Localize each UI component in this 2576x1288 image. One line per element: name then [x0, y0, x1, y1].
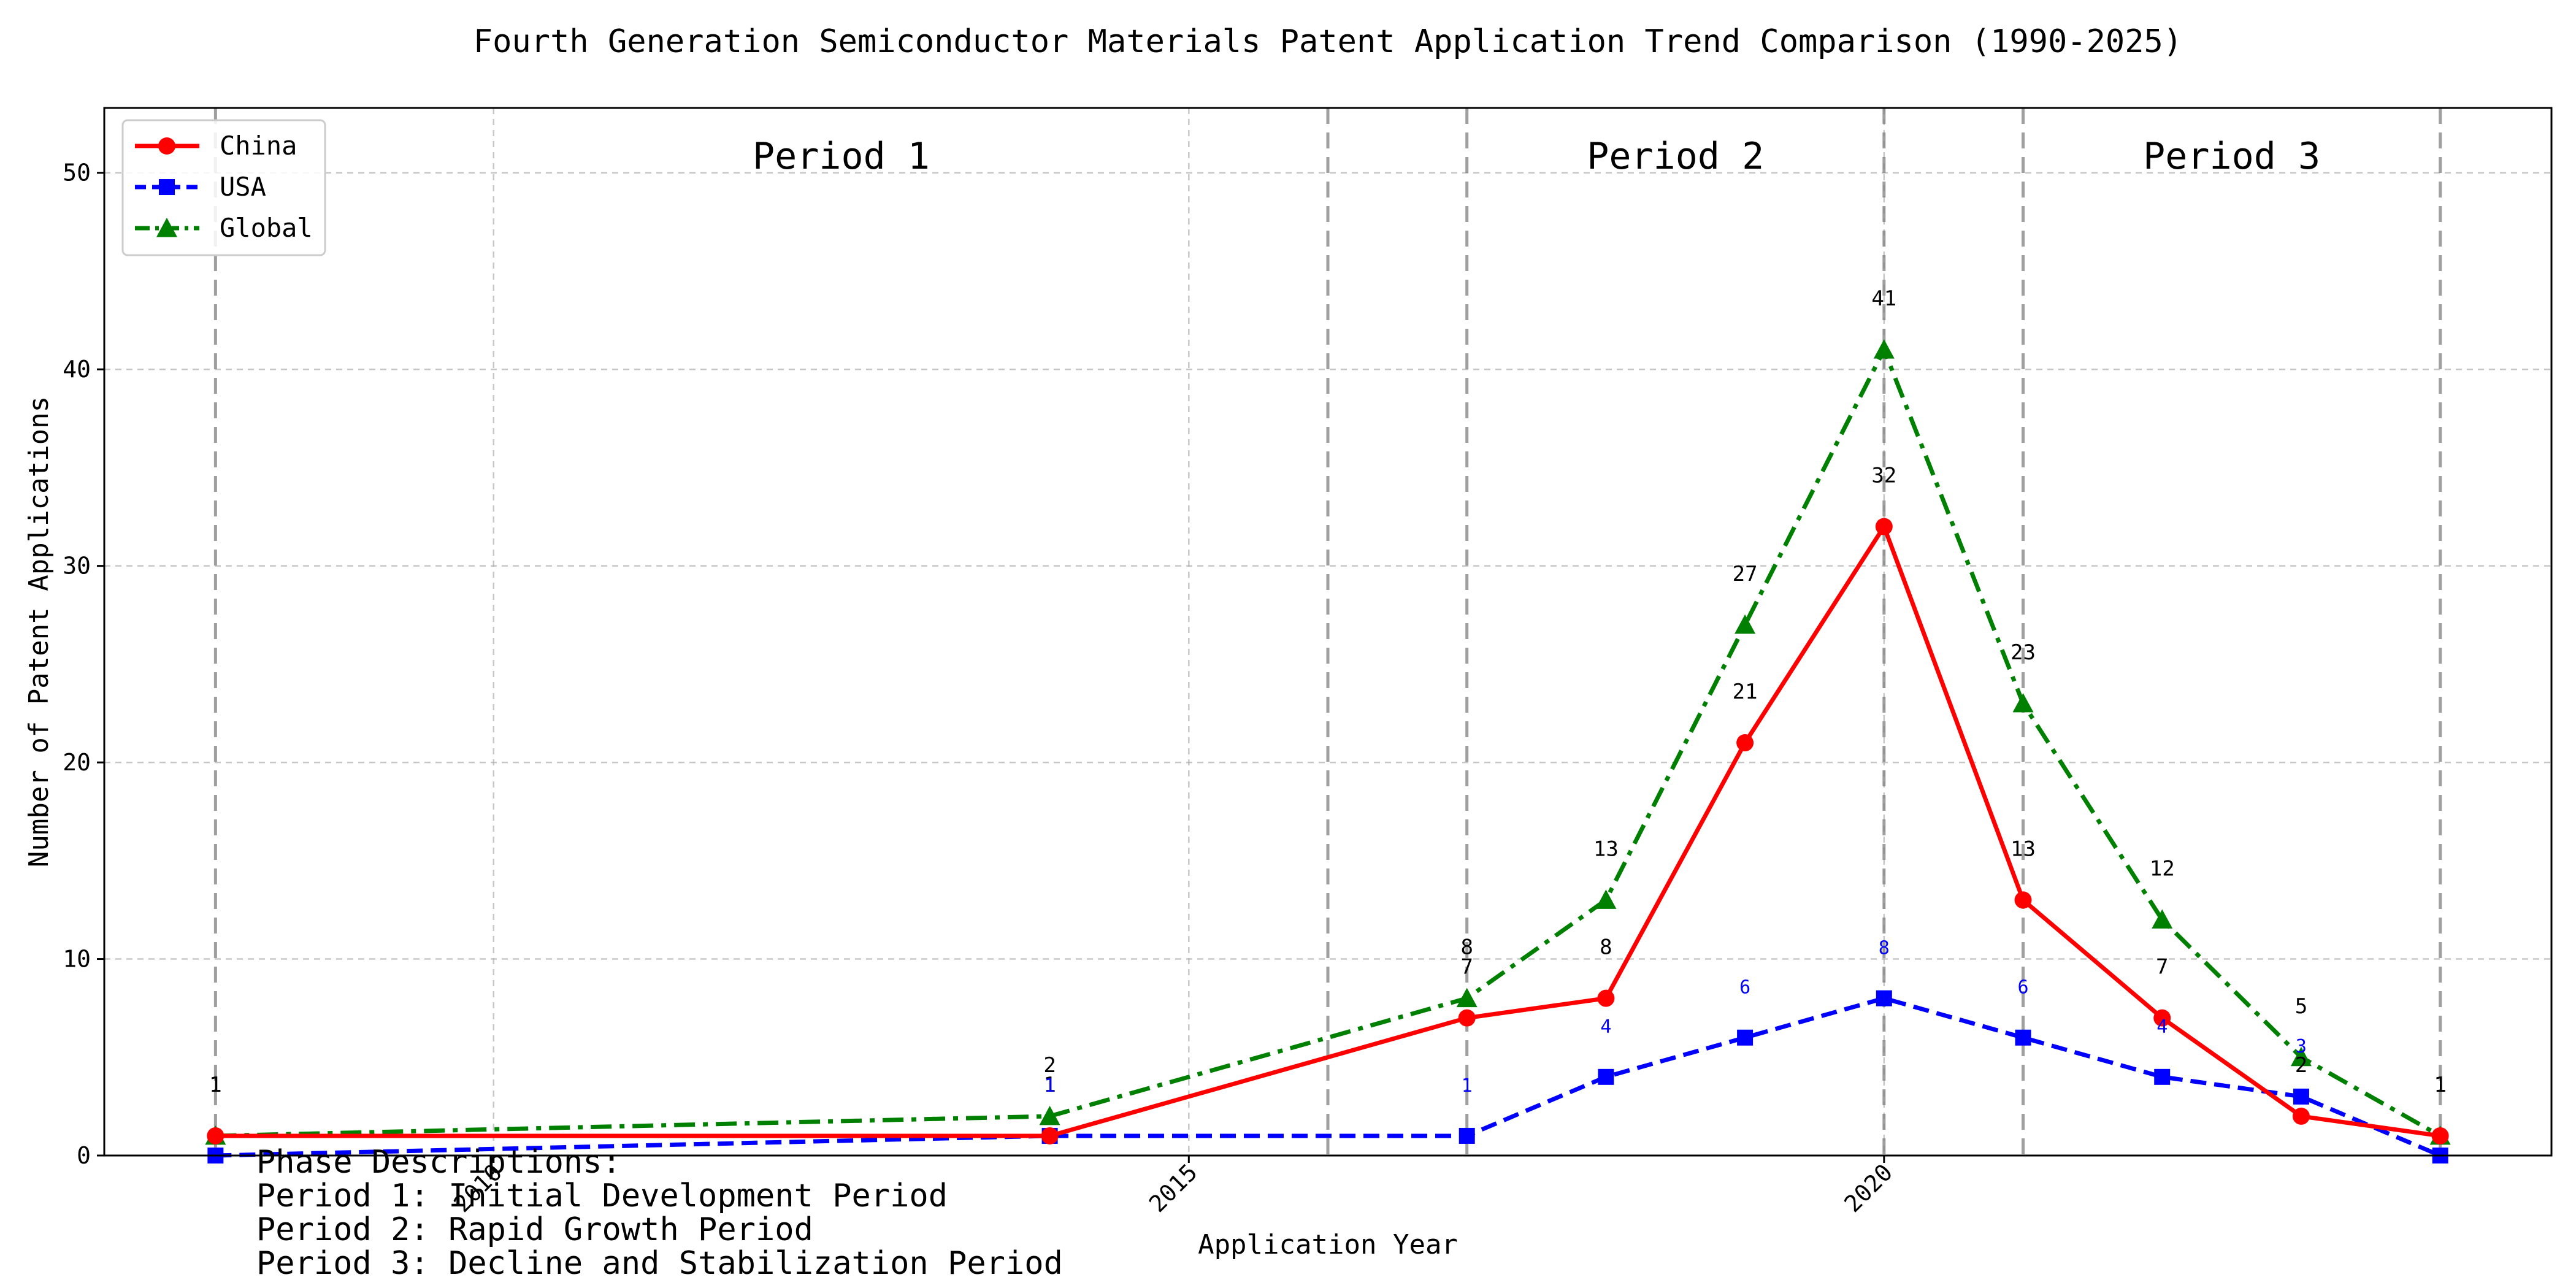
y-tick-label: 30 — [63, 553, 91, 580]
x-tick-label: 2020 — [1839, 1159, 1898, 1217]
y-tick-label: 20 — [63, 749, 91, 776]
y-tick-label: 10 — [63, 946, 91, 973]
period-label-2: Period 2 — [1587, 135, 1764, 178]
chart-title: Fourth Generation Semiconductor Material… — [473, 23, 2182, 60]
china-data-label: 13 — [2011, 837, 2036, 861]
china-point — [207, 1127, 224, 1144]
chart-text: Fourth Generation Semiconductor Material… — [23, 23, 2320, 1260]
y-tick-label: 40 — [63, 356, 91, 383]
phase-descriptions: Phase Descriptions: Period 1: Initial De… — [256, 1146, 1063, 1281]
phase-description-3: Period 3: Decline and Stabilization Peri… — [256, 1247, 1063, 1281]
global-point — [1735, 615, 1755, 634]
china-point — [2293, 1108, 2310, 1125]
usa-point — [1459, 1128, 1475, 1144]
legend-label-usa: USA — [220, 172, 266, 202]
usa-data-label: 6 — [2017, 977, 2028, 999]
usa-data-label: 6 — [1739, 977, 1750, 999]
global-point — [2013, 693, 2034, 712]
period-divider-lines — [215, 108, 2440, 1156]
phase-description-2: Period 2: Rapid Growth Period — [256, 1213, 1063, 1247]
usa-data-label: 1 — [1045, 1075, 1056, 1097]
global-point — [1457, 988, 1478, 1007]
usa-point — [2154, 1069, 2170, 1085]
x-axis-label: Application Year — [1198, 1229, 1458, 1260]
y-tick-label: 50 — [63, 159, 91, 186]
china-point — [1041, 1127, 1059, 1144]
global-data-label: 12 — [2150, 856, 2175, 881]
legend-marker-usa — [159, 179, 175, 195]
usa-point — [2015, 1030, 2031, 1046]
global-point — [1874, 339, 1895, 358]
global-data-label: 27 — [1733, 562, 1758, 586]
global-data-label: 41 — [1871, 286, 1896, 311]
usa-data-label: 4 — [2156, 1016, 2168, 1038]
china-data-label: 8 — [1600, 935, 1612, 960]
china-data-label: 7 — [2156, 955, 2168, 979]
legend-marker-china — [158, 137, 175, 155]
china-data-label: 32 — [1871, 464, 1896, 488]
legend-label-global: Global — [220, 213, 313, 243]
usa-point — [1737, 1030, 1753, 1046]
china-point — [2432, 1127, 2449, 1144]
china-point — [2015, 891, 2032, 908]
global-data-label: 23 — [2011, 640, 2036, 665]
global-point — [1595, 889, 1616, 908]
global-data-label: 1 — [209, 1073, 221, 1097]
usa-data-label: 8 — [1879, 938, 1890, 959]
usa-data-label: 3 — [2296, 1036, 2307, 1057]
china-point — [1876, 518, 1893, 535]
phase-descriptions-heading: Phase Descriptions: — [256, 1146, 1063, 1179]
usa-data-label: 4 — [1600, 1016, 1611, 1038]
china-point — [1736, 734, 1754, 751]
global-data-label: 1 — [2434, 1073, 2446, 1097]
phase-description-1: Period 1: Initial Development Period — [256, 1179, 1063, 1213]
china-point — [1597, 990, 1614, 1007]
usa-data-label: 1 — [1462, 1075, 1473, 1097]
global-data-label: 8 — [1460, 935, 1473, 960]
legend: China USA Global — [123, 120, 325, 255]
period-label-1: Period 1 — [753, 135, 930, 178]
china-data-label: 21 — [1733, 680, 1758, 704]
china-point — [1459, 1010, 1476, 1027]
global-data-label: 2 — [1043, 1053, 1056, 1078]
usa-point — [1598, 1069, 1614, 1085]
usa-point — [1876, 991, 1892, 1006]
global-data-label: 5 — [2295, 994, 2307, 1019]
y-tick-label: 0 — [77, 1142, 91, 1169]
global-data-label: 13 — [1593, 837, 1619, 861]
axes: 01020304050201020152020 — [63, 108, 2551, 1217]
period-label-3: Period 3 — [2143, 135, 2320, 178]
usa-point — [2293, 1089, 2309, 1105]
x-tick-label: 2015 — [1144, 1159, 1203, 1217]
legend-label-china: China — [220, 131, 297, 161]
y-axis-label: Number of Patent Applications — [23, 396, 55, 867]
